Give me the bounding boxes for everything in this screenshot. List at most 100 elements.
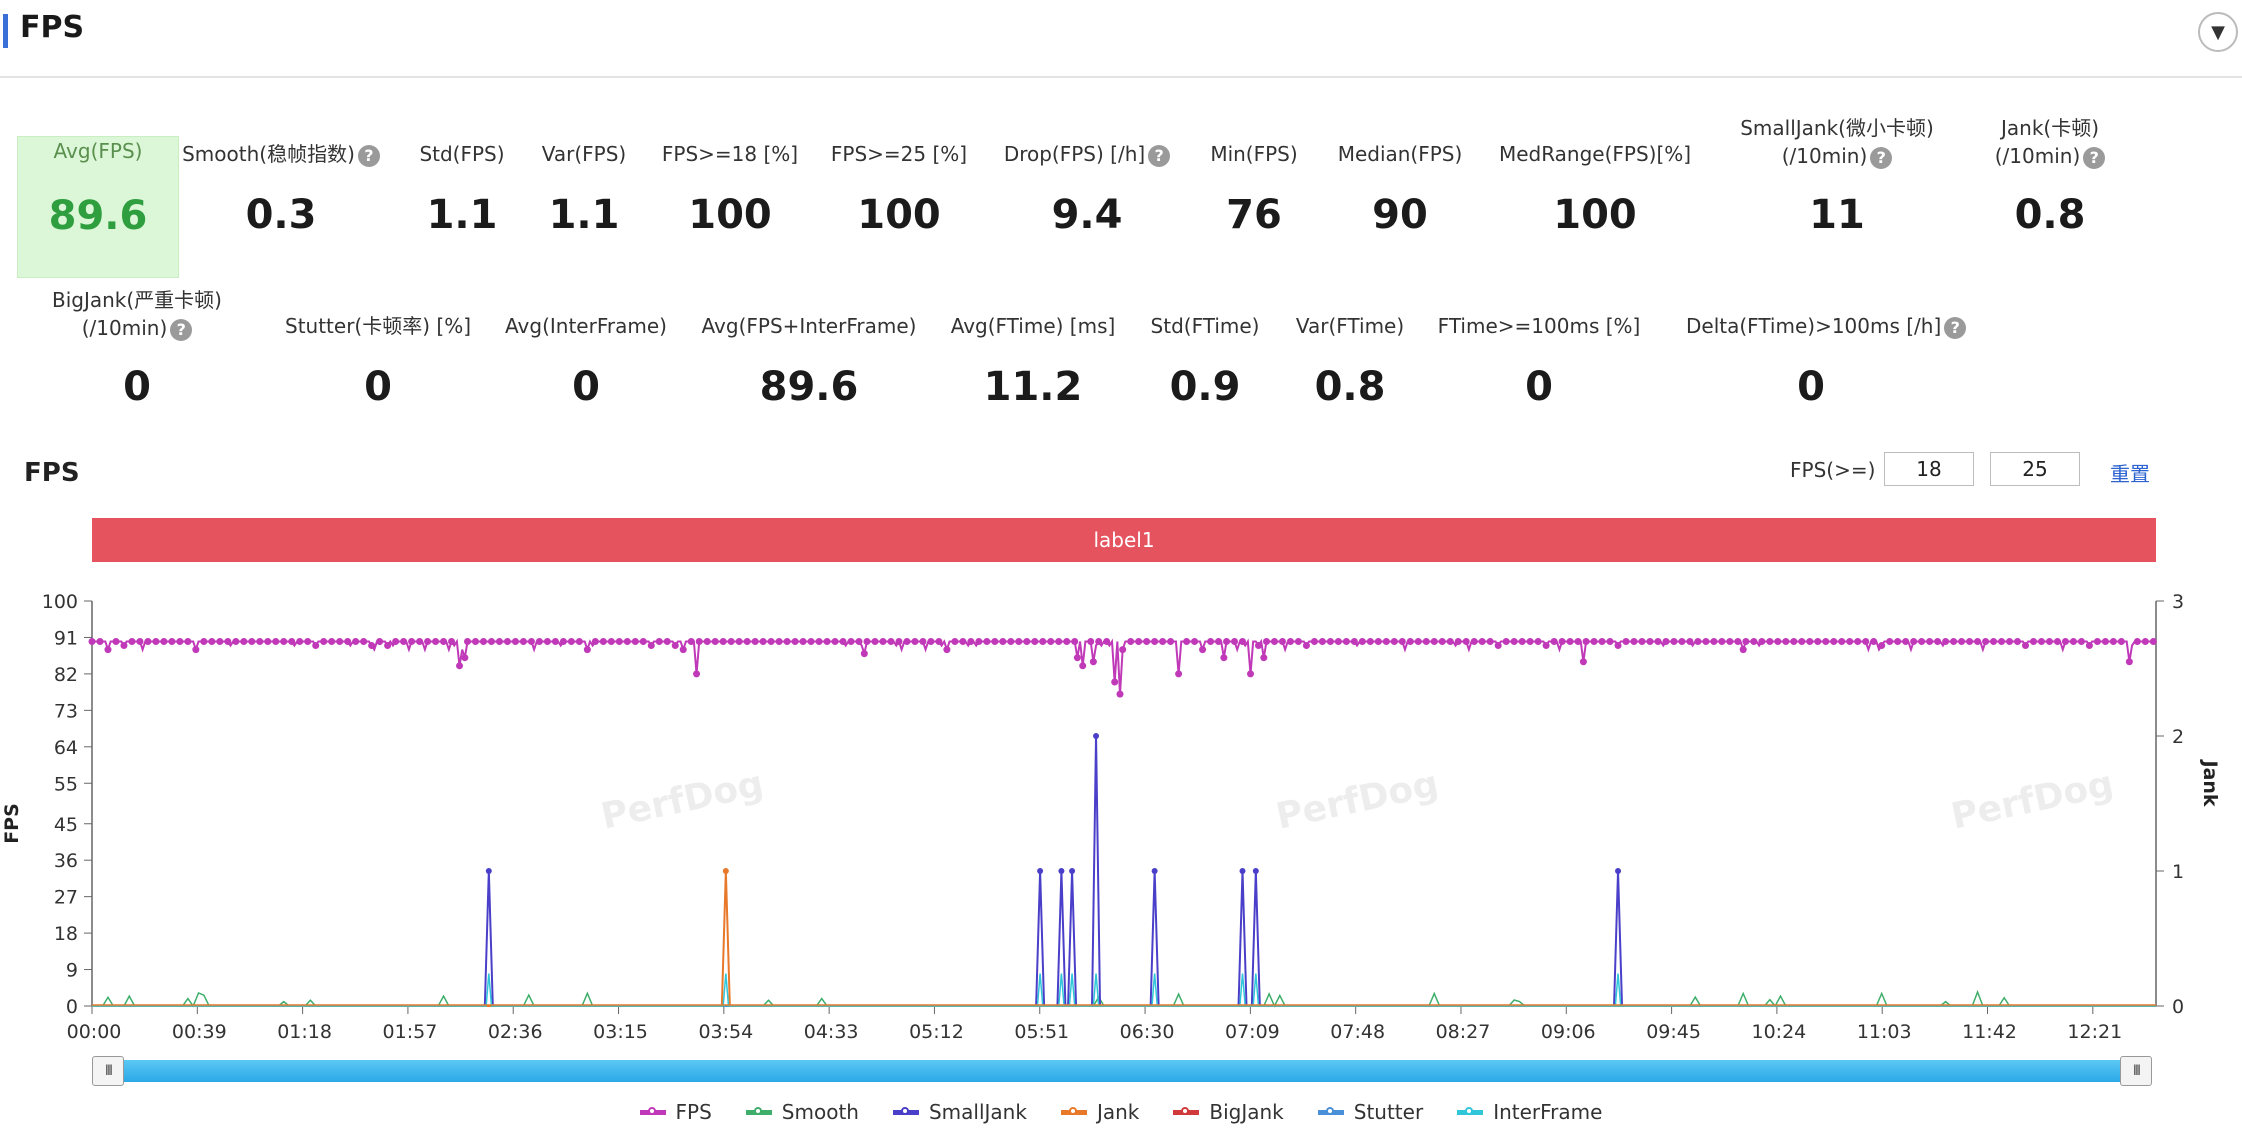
fps-point	[1073, 654, 1081, 662]
collapse-icon[interactable]: ▼	[2198, 12, 2238, 52]
fps-point	[1718, 638, 1726, 645]
stat-stats_row2-6: Var(FTime) 0.8	[1225, 312, 1475, 420]
title-accent-bar	[3, 14, 8, 48]
legend-item-bigjank[interactable]: BigJank	[1173, 1098, 1284, 1126]
time-range-slider[interactable]	[92, 1060, 2136, 1082]
fps-point	[943, 646, 951, 654]
fps-point	[144, 638, 152, 645]
fps-point	[711, 638, 719, 645]
fps-point	[1798, 638, 1806, 645]
slider-handle-left[interactable]: III	[92, 1056, 124, 1086]
fps-threshold-label: FPS(>=)	[1790, 458, 1876, 482]
fps-point	[360, 638, 368, 645]
legend-item-fps[interactable]: FPS	[639, 1098, 712, 1126]
fps-point	[1526, 638, 1534, 645]
slider-handle-right[interactable]: III	[2120, 1056, 2152, 1086]
fps-point	[607, 638, 615, 645]
fps-point	[1742, 638, 1750, 645]
fps-point	[456, 662, 464, 670]
fps-point	[1294, 638, 1302, 645]
reset-button[interactable]: 重置	[2110, 462, 2150, 486]
fps-point	[224, 638, 232, 645]
fps-threshold-input-1[interactable]	[1884, 452, 1974, 486]
stat-label-text: FPS>=25 [%]	[830, 142, 968, 166]
fps-point	[1438, 638, 1446, 645]
fps-point	[1886, 638, 1894, 645]
fps-point	[679, 646, 687, 654]
fps-point	[1942, 638, 1950, 645]
fps-point	[296, 638, 304, 645]
stat-label: Delta(FTime)>100ms [/h]?	[1686, 312, 1967, 340]
fps-point	[1015, 638, 1023, 645]
fps-point	[1702, 638, 1710, 645]
help-icon[interactable]: ?	[1148, 144, 1171, 167]
legend-item-stutter[interactable]: Stutter	[1317, 1098, 1423, 1126]
stat-value: 100	[1553, 192, 1637, 238]
fps-point	[2037, 638, 2045, 645]
fps-point	[1334, 638, 1342, 645]
stat-label: Stutter(卡顿率) [%]	[253, 312, 503, 340]
fps-point	[1239, 638, 1247, 645]
legend-label: Smooth	[781, 1100, 859, 1124]
stat-label: FPS>=25 [%]	[774, 140, 1024, 168]
fps-point	[96, 638, 104, 645]
stat-label: Std(FTime)	[1080, 312, 1330, 340]
stat-label: SmallJank(微小卡顿)	[1712, 114, 1962, 142]
fps-point	[663, 638, 671, 645]
legend-item-interframe[interactable]: InterFrame	[1457, 1098, 1602, 1126]
fps-point	[1135, 638, 1143, 645]
fps-point	[1486, 638, 1494, 645]
fps-point	[168, 638, 176, 645]
fps-point	[1358, 638, 1366, 645]
stat-label: Min(FPS)	[1129, 140, 1379, 168]
fps-point	[304, 638, 312, 645]
help-icon[interactable]: ?	[2083, 146, 2106, 169]
fps-point	[2141, 638, 2149, 645]
fps-threshold-input-2[interactable]	[1990, 452, 2080, 486]
fps-point	[623, 638, 631, 645]
fps-point	[615, 638, 623, 645]
fps-point	[2022, 642, 2030, 650]
fps-point	[543, 638, 551, 645]
fps-point	[1726, 638, 1734, 645]
fps-point	[1223, 638, 1231, 645]
x-tick-label: 01:57	[383, 1021, 438, 1040]
fps-point	[1039, 638, 1047, 645]
x-tick-label: 00:00	[67, 1021, 122, 1040]
x-tick-label: 09:45	[1646, 1021, 1701, 1040]
stat-label-text: Var(FPS)	[541, 142, 627, 166]
help-icon[interactable]: ?	[357, 144, 380, 167]
y-right-tick-label: 3	[2172, 591, 2184, 613]
fps-point	[1207, 638, 1215, 645]
fps-point	[472, 638, 480, 645]
fps-point	[871, 638, 879, 645]
fps-point	[655, 638, 663, 645]
stat-stats_row1-3: Var(FPS) 1.1	[459, 140, 709, 248]
x-tick-label: 05:51	[1014, 1021, 1069, 1040]
fps-point	[1390, 638, 1398, 645]
stat-value: 0	[1525, 364, 1553, 410]
stat-stats_row1-6: Drop(FPS) [/h]? 9.4	[962, 140, 1212, 248]
help-icon[interactable]: ?	[170, 318, 193, 341]
fps-point	[1630, 638, 1638, 645]
fps-point	[1814, 638, 1822, 645]
fps-point	[551, 638, 559, 645]
help-icon[interactable]: ?	[1944, 316, 1967, 339]
label-band[interactable]: label1	[92, 518, 2156, 562]
stat-stats_row2-1: Stutter(卡顿率) [%] 0	[253, 312, 503, 420]
legend-item-jank[interactable]: Jank	[1060, 1098, 1139, 1126]
fps-point	[2109, 638, 2117, 645]
x-tick-label: 08:27	[1436, 1021, 1491, 1040]
fps-point	[2045, 638, 2053, 645]
y-right-tick-label: 2	[2172, 726, 2184, 748]
fps-point	[831, 638, 839, 645]
fps-point	[160, 638, 168, 645]
help-icon[interactable]: ?	[1870, 146, 1893, 169]
chart-legend: FPS Smooth SmallJank Jank BigJank Stutter Inte…	[0, 1098, 2242, 1126]
fps-point	[1854, 638, 1862, 645]
fps-point	[1031, 638, 1039, 645]
fps-chart[interactable]: 0 9 18 27 36 45 55 64 73 82 91 100 0 1 2 3 FPS Jank 00:00 0…	[0, 570, 2242, 1040]
legend-item-smooth[interactable]: Smooth	[745, 1098, 859, 1126]
fps-point	[2077, 638, 2085, 645]
legend-item-smalljank[interactable]: SmallJank	[892, 1098, 1027, 1126]
